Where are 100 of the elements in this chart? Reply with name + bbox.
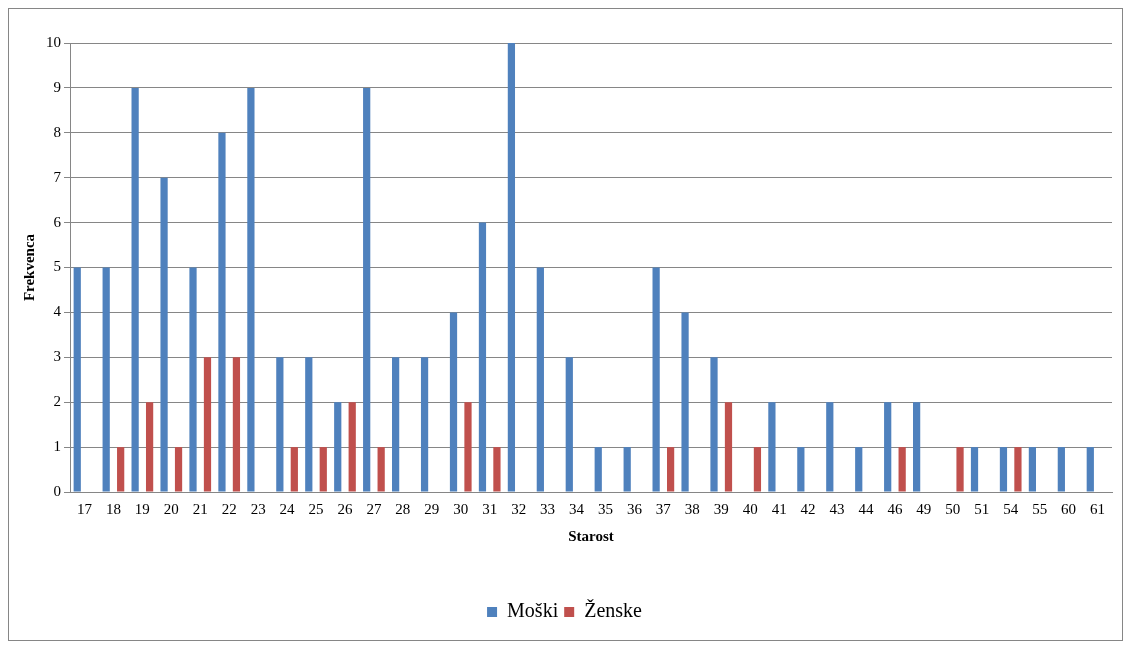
x-tick-label: 20 [163,500,179,517]
x-tick-label: 27 [366,500,382,517]
bar [565,357,573,492]
x-tick-label: 19 [134,500,150,517]
y-tick-label: 6 [53,213,62,230]
bar [507,43,516,492]
y-tick-label: 4 [53,303,62,320]
x-tick-label: 51 [974,500,990,517]
x-tick-label: 46 [887,500,903,517]
y-tick-label: 7 [53,168,62,185]
bar [768,402,776,492]
x-tick-label: 29 [424,500,440,517]
bar [652,267,660,492]
x-tick-label: 32 [511,500,527,517]
bar [392,357,400,492]
bar [594,447,602,492]
bar [884,402,892,492]
bar [189,267,197,492]
bar [73,267,81,492]
x-tick-label: 42 [800,500,816,517]
x-tick-label: 36 [626,500,643,517]
y-tick-label: 1 [53,438,61,455]
bar [970,447,979,492]
x-tick-label: 38 [684,500,700,517]
bar [898,447,906,492]
x-tick-label: 34 [569,500,585,517]
y-tick-label: 3 [53,348,61,365]
bar [276,357,284,492]
bar [797,447,805,492]
x-tick-label: 28 [395,500,411,517]
bar [334,402,342,492]
legend-label: Ženske [584,599,643,622]
bar [247,87,255,492]
y-tick-label: 9 [53,78,61,95]
bar [363,87,371,492]
x-tick-label: 17 [76,500,93,517]
x-axis-title: Starost [568,527,614,544]
bar [319,447,327,492]
x-tick-label: 60 [1061,500,1077,517]
bar [1028,447,1037,492]
bar [999,447,1008,492]
bar [232,357,241,492]
bar [478,222,487,492]
y-tick-label: 0 [53,482,61,499]
x-tick-label: 24 [279,500,296,517]
bar [420,357,429,492]
bar [826,402,834,492]
x-tick-label: 31 [482,500,498,517]
bar [724,402,733,492]
x-tick-label: 22 [221,500,237,517]
x-tick-label: 21 [192,500,208,517]
bar [623,447,631,492]
x-tick-label: 26 [337,500,353,517]
x-tick-label: 55 [1032,500,1048,517]
y-tick-label: 5 [53,258,61,275]
x-tick-label: 37 [655,500,672,517]
bar [145,402,154,492]
bar [1086,447,1094,492]
bar [117,447,125,492]
x-tick-label: 23 [250,500,266,517]
bar [203,357,212,492]
x-tick-label: 49 [916,500,932,517]
x-tick-label: 50 [945,500,961,517]
legend-label: Moški [507,599,559,622]
bar [348,402,356,492]
bar [102,267,110,492]
bar [681,312,689,492]
x-tick-label: 40 [742,500,758,517]
bar [160,177,168,492]
bar [753,447,762,492]
x-tick-label: 25 [308,500,324,517]
bar [855,447,863,492]
x-tick-label: 30 [453,500,469,517]
y-axis-title: Frekvenca [20,233,37,302]
x-tick-label: 18 [105,500,121,517]
bar [305,357,313,492]
y-tick-label: 10 [46,33,61,50]
bar [956,447,964,492]
x-tick-label: 61 [1090,500,1106,517]
bar [666,447,675,492]
x-tick-label: 41 [771,500,787,517]
bar [218,132,226,492]
bar [536,267,544,492]
bar [1057,447,1065,492]
bar [913,402,921,492]
bar [493,447,501,492]
bar [464,402,472,492]
bar [377,447,385,492]
bar [449,312,458,492]
bar [174,447,183,492]
bar [131,87,139,492]
x-tick-label: 44 [858,500,874,517]
y-tick-label: 2 [53,393,61,410]
bar [1014,447,1022,492]
bar [290,447,298,492]
x-tick-label: 39 [713,500,729,517]
x-tick-label: 33 [540,500,556,517]
y-tick-label: 8 [53,123,61,140]
x-tick-label: 54 [1003,500,1019,517]
x-tick-label: 43 [829,500,845,517]
